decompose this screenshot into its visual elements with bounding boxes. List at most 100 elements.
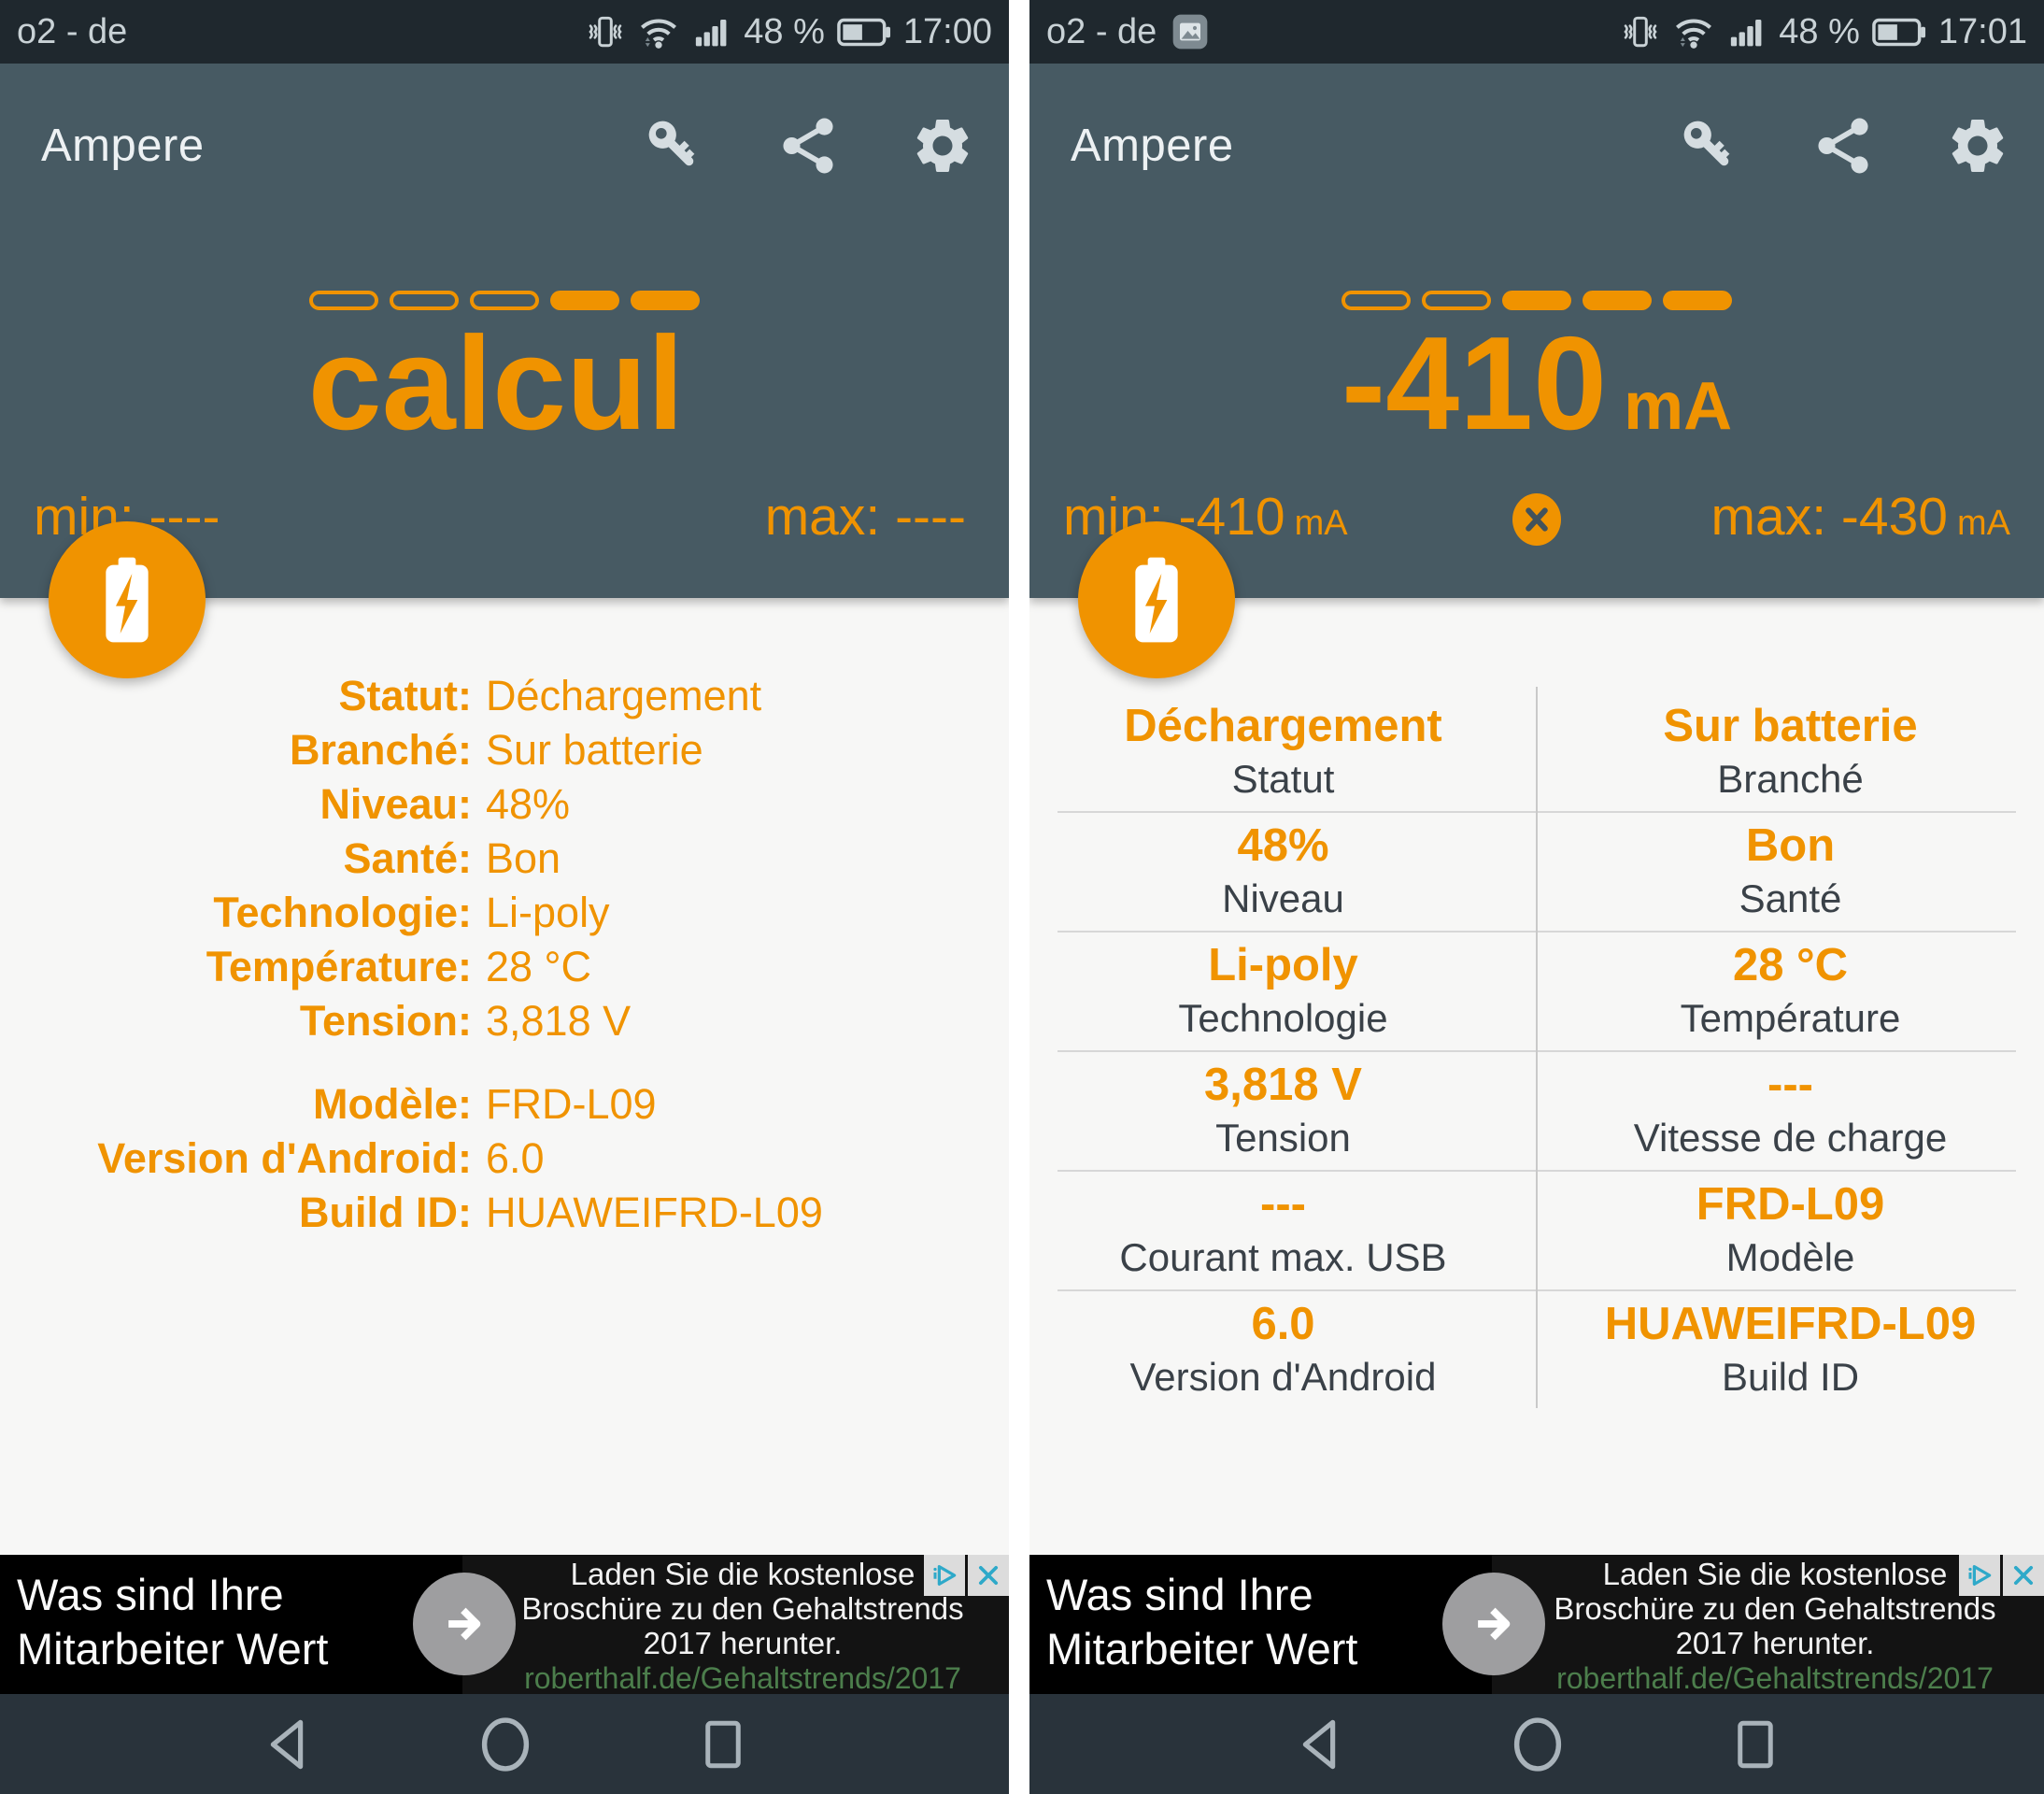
nav-home-button[interactable] (1511, 1714, 1565, 1775)
carrier-label: o2 - de (1046, 11, 1157, 51)
max-reading: max: -430 mA (1710, 487, 2010, 547)
status-bar: o2 - de 48 % 17:00 (0, 0, 1009, 64)
arrow-right-icon (439, 1599, 490, 1649)
back-icon (1294, 1715, 1344, 1774)
adchoices-button[interactable] (1959, 1555, 2000, 1596)
ad-arrow-button[interactable] (1442, 1573, 1545, 1675)
battery-bolt-icon (97, 555, 157, 645)
ad-body-text: Laden Sie die kostenlose Broschüre zu de… (482, 1557, 1003, 1694)
progress-pill (631, 291, 700, 310)
adchoices-button[interactable] (924, 1555, 965, 1596)
ad-body-text: Laden Sie die kostenlose Broschüre zu de… (1512, 1557, 2038, 1694)
table-cell: Bon Santé (1739, 820, 1842, 920)
close-icon (2010, 1562, 2037, 1588)
android-nav-bar (0, 1694, 1009, 1794)
recents-icon (1731, 1716, 1780, 1773)
adchoices-icon (1966, 1561, 1994, 1589)
measure-progress-pills (0, 291, 1009, 310)
table-column-divider (1536, 687, 1538, 1408)
home-icon (1511, 1714, 1565, 1775)
ad-close-button[interactable] (968, 1555, 1009, 1596)
recents-icon (699, 1716, 747, 1773)
app-title: Ampere (1071, 121, 1234, 171)
app-bar: Ampere (0, 80, 1009, 211)
ad-headline: Was sind Ihre Mitarbeiter Wert (1046, 1570, 1358, 1673)
battery-fab-button[interactable] (49, 521, 206, 678)
current-reading-value: calcul (307, 309, 685, 458)
nav-recents-button[interactable] (1731, 1716, 1780, 1773)
carrier-label: o2 - de (17, 11, 128, 51)
ad-banner[interactable]: Was sind Ihre Mitarbeiter Wert Laden Sie… (0, 1555, 1009, 1694)
signal-strength-icon (1727, 12, 1767, 51)
battery-percent-label: 48 % (744, 11, 825, 51)
nav-back-button[interactable] (262, 1715, 312, 1774)
max-reading: max: ---- (764, 487, 966, 547)
share-icon[interactable] (1810, 113, 1876, 178)
info-row: Tension: 3,818 V (299, 997, 632, 1045)
x-circle-icon (1511, 491, 1563, 548)
measure-progress-pills (1029, 291, 2044, 310)
share-icon[interactable] (775, 113, 841, 178)
table-row: --- Courant max. USB FRD-L09 Modèle (1029, 1170, 2044, 1289)
nav-recents-button[interactable] (699, 1716, 747, 1773)
gauge-header: Ampere -410 mA min: -410 (1029, 64, 2044, 598)
ad-left-panel (1029, 1555, 1492, 1694)
nav-back-button[interactable] (1294, 1715, 1344, 1774)
table-cell: 6.0 Version d'Android (1129, 1299, 1437, 1399)
gear-icon[interactable] (1945, 113, 2010, 178)
table-cell: 3,818 V Tension (1204, 1060, 1362, 1160)
ad-headline: Was sind Ihre Mitarbeiter Wert (17, 1570, 329, 1673)
info-row: Niveau: 48% (319, 780, 571, 828)
battery-icon (1872, 18, 1926, 47)
key-icon[interactable] (1676, 113, 1741, 178)
wifi-icon (1672, 10, 1715, 53)
info-row: Build ID: HUAWEIFRD-L09 (299, 1189, 823, 1236)
vibrate-icon (1621, 12, 1660, 51)
android-nav-bar (1029, 1694, 2044, 1794)
gear-icon[interactable] (910, 113, 975, 178)
ad-arrow-button[interactable] (413, 1573, 516, 1675)
back-icon (262, 1715, 312, 1774)
progress-pill (390, 291, 459, 310)
battery-info-list: Statut: Déchargement Branché: Sur batterie… (0, 669, 1009, 1240)
progress-pill (309, 291, 378, 310)
info-row: Statut: Déchargement (338, 672, 762, 719)
ad-banner[interactable]: Was sind Ihre Mitarbeiter Wert Laden Sie… (1029, 1555, 2044, 1694)
ad-url[interactable]: roberthalf.de/Gehaltstrends/2017 (1556, 1661, 1994, 1695)
battery-info-table: Déchargement Statut Sur batterie Branché 4… (1029, 691, 2044, 1409)
progress-pill (1583, 291, 1652, 310)
battery-bolt-icon (1127, 555, 1186, 645)
battery-percent-label: 48 % (1779, 11, 1860, 51)
adchoices-icon (930, 1561, 958, 1589)
screenshot-picture-icon (1171, 13, 1209, 50)
table-cell: Déchargement Statut (1124, 701, 1442, 801)
key-icon[interactable] (641, 113, 706, 178)
table-cell: --- Vitesse de charge (1633, 1060, 1948, 1160)
progress-pill (1422, 291, 1491, 310)
table-row: Déchargement Statut Sur batterie Branché (1029, 691, 2044, 811)
reset-minmax-button[interactable] (1511, 491, 1563, 548)
info-row: Technologie: Li-poly (213, 889, 610, 936)
gauge-header: Ampere calcul min: ---- (0, 64, 1009, 598)
ad-close-button[interactable] (2003, 1555, 2044, 1596)
wifi-icon (637, 10, 680, 53)
signal-strength-icon (692, 12, 731, 51)
home-icon (478, 1714, 532, 1775)
phone-screenshot-right: o2 - de 48 % 17:01 Ampere (1029, 0, 2044, 1794)
clock-label: 17:01 (1938, 11, 2027, 51)
nav-home-button[interactable] (478, 1714, 532, 1775)
phone-screenshot-left: o2 - de 48 % 17:00 Ampere (0, 0, 1009, 1794)
battery-fab-button[interactable] (1078, 521, 1235, 678)
info-row: Santé: Bon (343, 834, 561, 882)
ad-url[interactable]: roberthalf.de/Gehaltstrends/2017 (524, 1661, 961, 1695)
current-reading-unit: mA (1624, 369, 1733, 444)
table-cell: Sur batterie Branché (1663, 701, 1918, 801)
table-cell: 28 °C Température (1680, 940, 1901, 1040)
info-row: Température: 28 °C (206, 943, 592, 990)
info-row: Branché: Sur batterie (289, 726, 703, 774)
table-cell: HUAWEIFRD-L09 Build ID (1604, 1299, 1977, 1399)
arrow-right-icon (1469, 1599, 1519, 1649)
close-icon (975, 1562, 1001, 1588)
progress-pill (470, 291, 539, 310)
ad-left-panel (0, 1555, 462, 1694)
